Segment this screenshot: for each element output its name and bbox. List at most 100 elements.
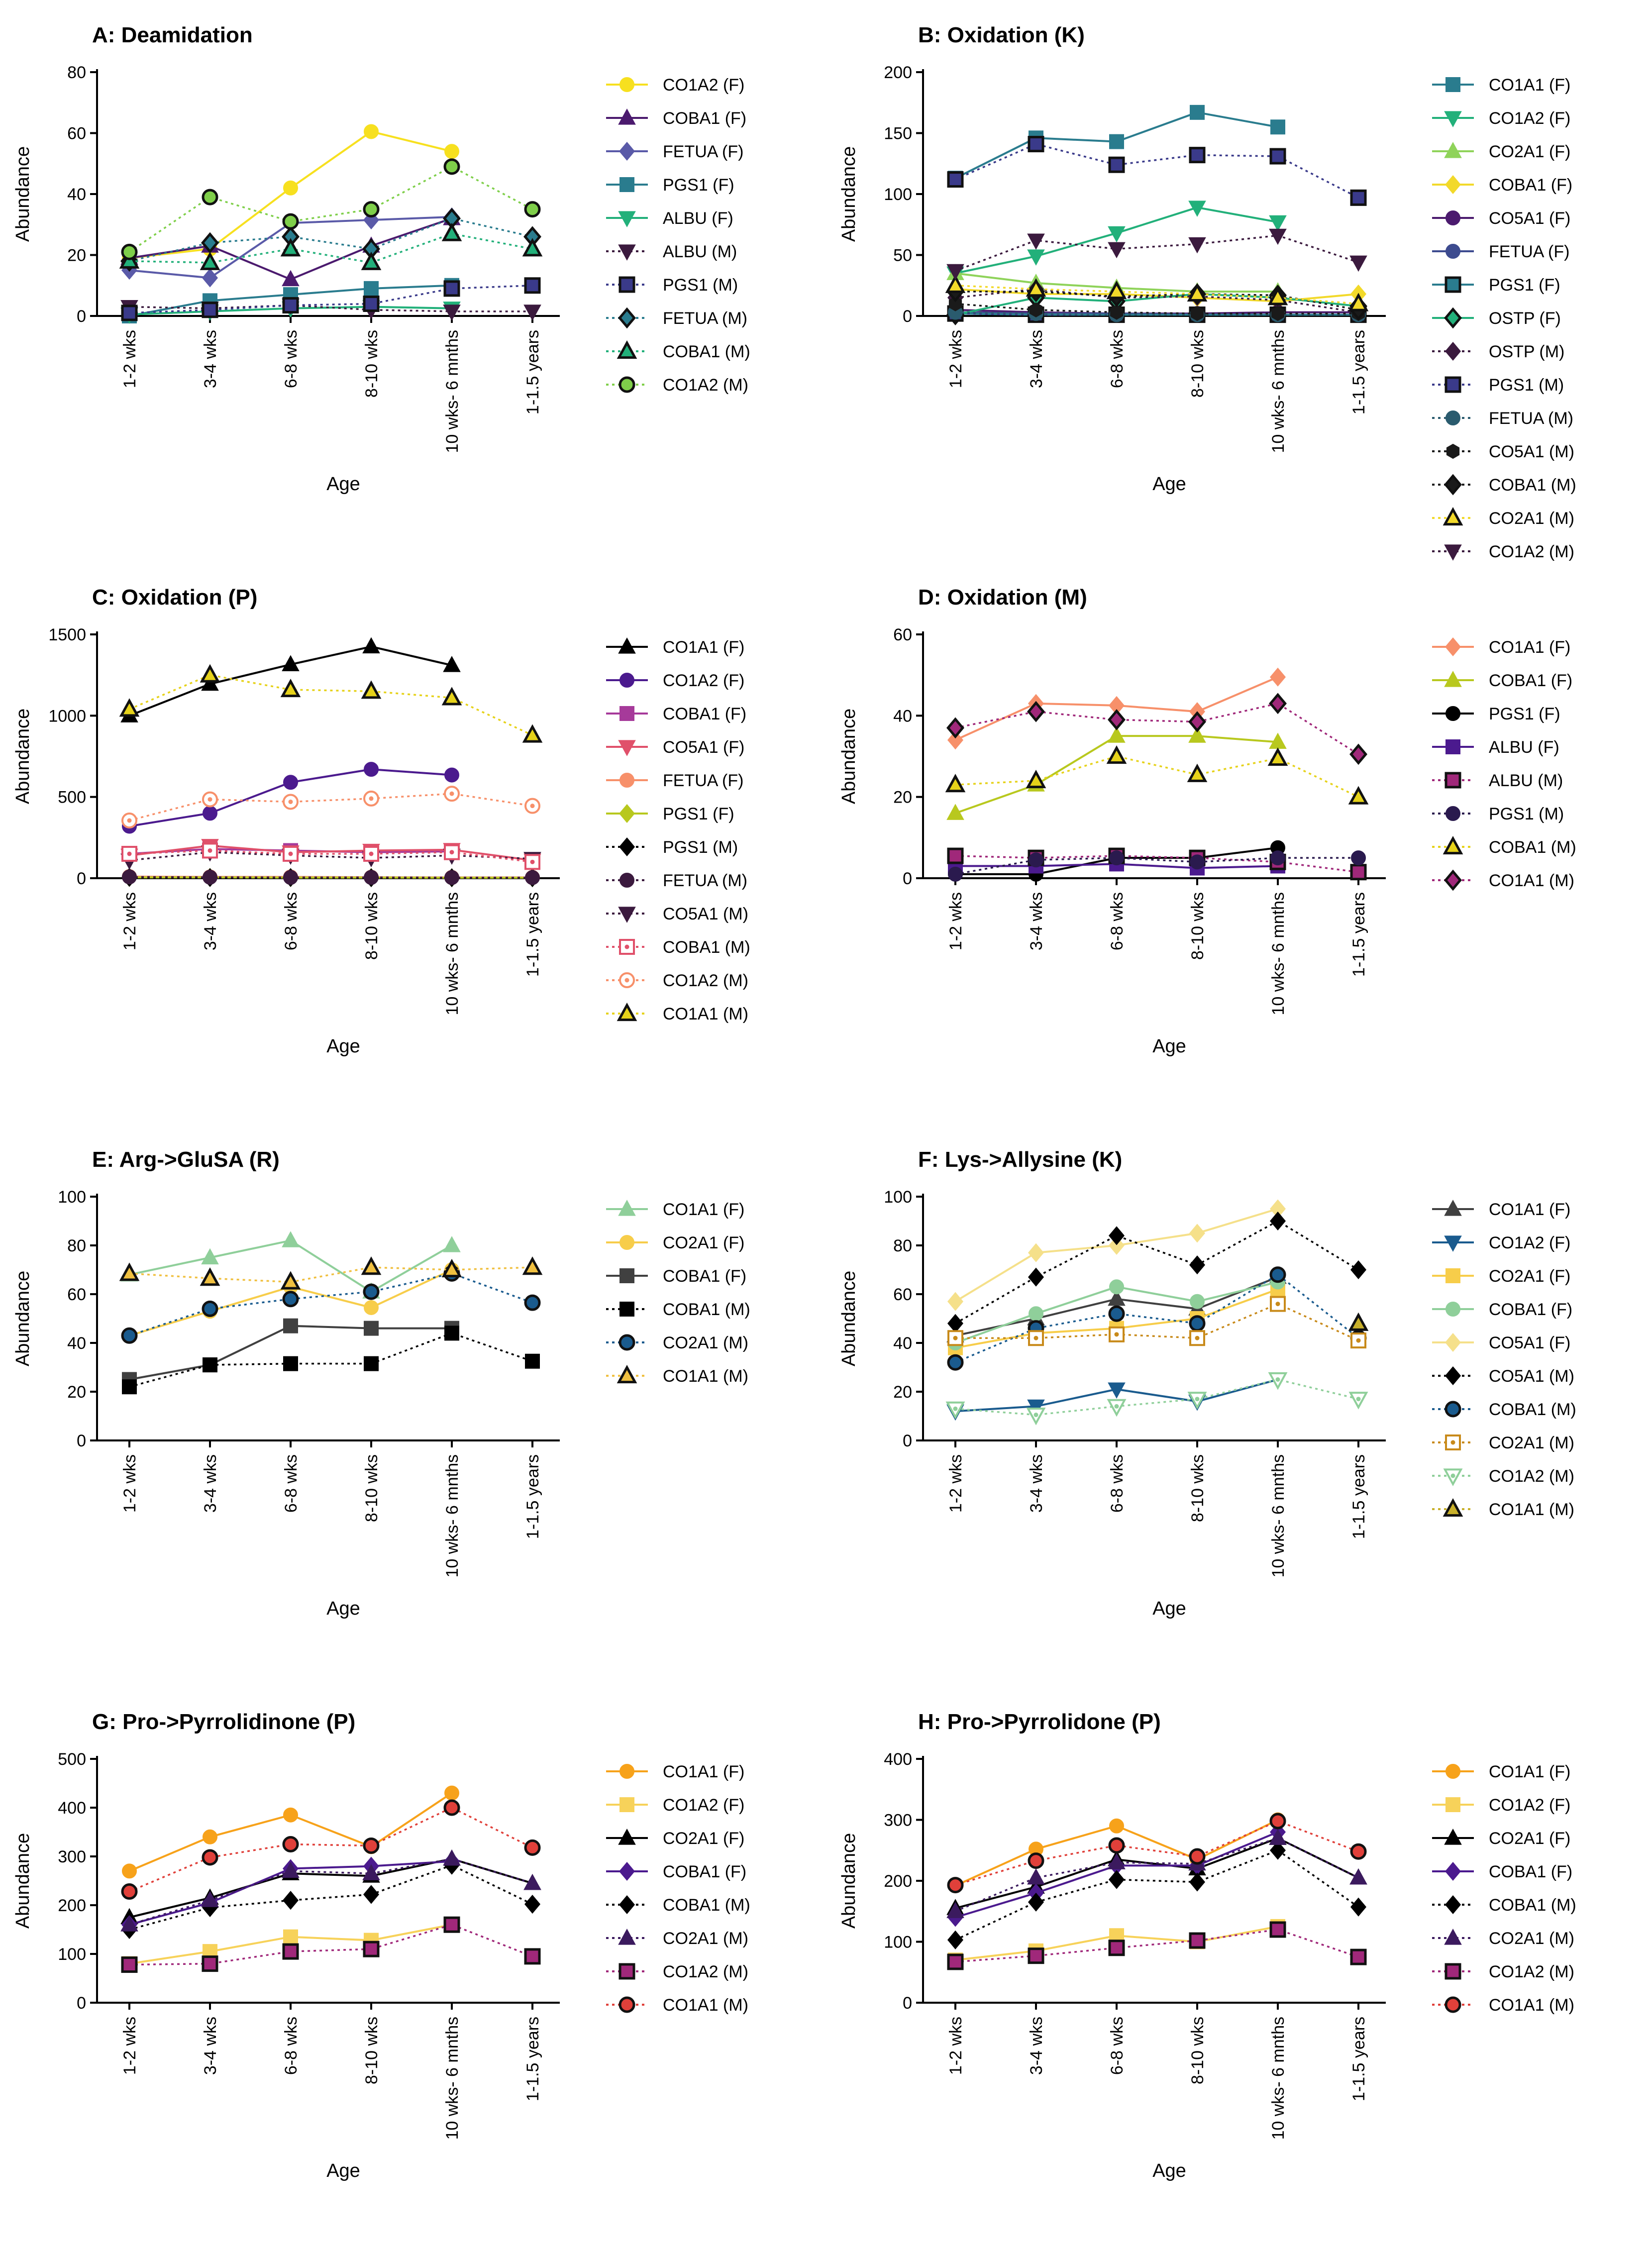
- chart-e-legend-label: CO1A1 (M): [663, 1367, 748, 1386]
- chart-a-legend-marker: [618, 244, 636, 261]
- chart-b-legend-item: OSTP (M): [1432, 341, 1564, 361]
- chart-c-data-point: [203, 870, 217, 885]
- chart-b-legend-item: COBA1 (F): [1432, 175, 1572, 195]
- chart-c-data-point-center: [530, 804, 535, 809]
- chart-d-series-6: [945, 745, 1369, 805]
- chart-h-data-point: [1350, 1948, 1367, 1965]
- chart-f-legend-marker: [1445, 1366, 1461, 1386]
- chart-h-legend-label: CO1A2 (F): [1489, 1796, 1570, 1815]
- chart-d-legend-label: ALBU (F): [1489, 738, 1559, 757]
- chart-b-y-tick-label: 150: [884, 124, 912, 143]
- chart-b-data-point: [1110, 305, 1124, 320]
- chart-h-legend-label: CO1A1 (F): [1489, 1762, 1570, 1781]
- chart-c-legend-label: FETUA (F): [663, 771, 743, 790]
- chart-c-legend-item: CO1A1 (M): [606, 1002, 748, 1023]
- chart-b-series-1: [946, 201, 1287, 283]
- chart-c-data-point: [444, 870, 459, 885]
- chart-c-data-point: [441, 687, 462, 706]
- chart-c-x-tick-label: 6-8 wks: [282, 892, 301, 950]
- chart-svg: F: Lys->Allysine (K) 0 20 40 60 80 100 1-2 wks 3…: [838, 1147, 1576, 1619]
- chart-e-legend-item: COBA1 (M): [606, 1300, 750, 1319]
- chart-g-legend-item: CO2A1 (M): [606, 1929, 748, 1948]
- chart-b-legend-marker: [1444, 474, 1462, 496]
- chart-f-legend-label: CO1A2 (F): [1489, 1233, 1570, 1252]
- chart-d-legend-item: COBA1 (M): [1432, 835, 1576, 857]
- chart-d-data-point: [1349, 743, 1367, 765]
- chart-e-series-3: [122, 1326, 540, 1395]
- chart-d-series-7: [946, 693, 1367, 765]
- chart-e-legend-marker: [620, 1235, 634, 1250]
- chart-d-series-5: [948, 850, 1366, 882]
- chart-h-legend-label: COBA1 (F): [1489, 1862, 1572, 1881]
- chart-d-data-point: [1109, 850, 1124, 866]
- chart-e-x-tick-label: 6-8 wks: [282, 1454, 301, 1513]
- chart-h-legend-label: CO1A2 (M): [1489, 1962, 1574, 1981]
- chart-h-series-line: [955, 1837, 1359, 1912]
- chart-c-title: C: Oxidation (P): [92, 585, 257, 610]
- chart-b-y-tick-label: 0: [903, 307, 912, 326]
- chart-c-data-point-center: [369, 796, 374, 801]
- chart-f-legend-marker: [1446, 1268, 1460, 1283]
- chart-h-data-point: [1349, 1868, 1367, 1885]
- chart-d-x-tick-label: 6-8 wks: [1108, 892, 1127, 950]
- chart-f-series-7: [947, 1296, 1366, 1349]
- chart-h-legend-label: CO1A1 (M): [1489, 1996, 1574, 2015]
- chart-f-legend-item: CO1A2 (F): [1432, 1233, 1570, 1252]
- chart-c-series-line: [129, 793, 533, 821]
- chart-f-y-tick-label: 100: [884, 1188, 912, 1207]
- chart-a-legend-label: FETUA (M): [663, 309, 747, 328]
- chart-g-data-point: [363, 1885, 380, 1904]
- chart-d-y-tick-label: 40: [893, 707, 912, 725]
- chart-f-data-point-center: [1356, 1338, 1361, 1343]
- chart-b-legend-label: CO1A2 (F): [1489, 109, 1570, 128]
- chart-h-y-tick-label: 300: [884, 1811, 912, 1830]
- chart-c-data-point-center: [127, 851, 132, 856]
- chart-h-x-tick-label: 8-10 wks: [1188, 2017, 1207, 2084]
- chart-a-y-tick-label: 40: [67, 185, 86, 204]
- chart-g-legend-marker: [618, 1829, 636, 1845]
- chart-d-data-point: [948, 866, 963, 882]
- chart-e-legend-item: CO2A1 (M): [606, 1333, 748, 1352]
- chart-e-data-point: [364, 1321, 379, 1336]
- chart-d-data-point: [1108, 726, 1126, 743]
- chart-c-y-tick-label: 0: [77, 869, 86, 888]
- chart-e-title: E: Arg->GluSA (R): [92, 1147, 280, 1172]
- chart-d-data-point: [1188, 711, 1206, 732]
- chart-d-legend-marker: [1444, 869, 1462, 891]
- chart-a-series-line: [129, 285, 533, 314]
- chart-b-x-tick-label: 8-10 wks: [1188, 330, 1207, 398]
- chart-d-x-tick-label: 8-10 wks: [1188, 892, 1207, 960]
- chart-g-legend-label: CO1A2 (M): [663, 1962, 748, 1981]
- chart-f-data-point-center: [1195, 1397, 1200, 1402]
- chart-b-series-line: [955, 288, 1359, 313]
- chart-a-legend-label: COBA1 (M): [663, 342, 750, 361]
- chart-h-data-point: [1108, 1940, 1125, 1956]
- chart-d-data-point: [1029, 852, 1043, 868]
- chart-d-data-point: [1269, 667, 1286, 687]
- chart-a-title: A: Deamidation: [92, 23, 253, 47]
- chart-f-series-5: [947, 1211, 1367, 1333]
- chart-f-data-point: [1028, 1267, 1044, 1287]
- chart-h-y-tick-label: 100: [884, 1933, 912, 1952]
- chart-b-data-point: [1108, 226, 1126, 243]
- chart-f-x-tick-label: 1-2 wks: [946, 1454, 965, 1513]
- chart-f-y-tick-label: 20: [893, 1383, 912, 1402]
- chart-a-legend-marker: [618, 211, 636, 227]
- chart-g-data-point: [524, 1894, 541, 1914]
- chart-e-data-point: [200, 1267, 220, 1286]
- chart-b-series-0: [948, 104, 1285, 186]
- chart-d-x-tick-label: 3-4 wks: [1027, 892, 1046, 950]
- chart-h-data-point: [1189, 1848, 1206, 1865]
- chart-c-y-tick-label: 1000: [48, 707, 86, 725]
- chart-a-data-point: [443, 280, 460, 297]
- chart-g-data-point: [283, 1929, 298, 1944]
- chart-a-x-label: Age: [326, 474, 360, 495]
- chart-c-data-point-center: [530, 859, 535, 864]
- chart-h-y-tick-label: 200: [884, 1872, 912, 1891]
- chart-b-x-tick-label: 1-1.5 years: [1349, 330, 1368, 414]
- chart-f-data-point: [1190, 1294, 1205, 1309]
- chart-b-legend-label: FETUA (M): [1489, 409, 1573, 428]
- chart-g-legend-label: COBA1 (F): [663, 1862, 746, 1881]
- chart-b-legend-item: OSTP (F): [1432, 307, 1561, 329]
- chart-b-legend-marker: [1446, 443, 1460, 459]
